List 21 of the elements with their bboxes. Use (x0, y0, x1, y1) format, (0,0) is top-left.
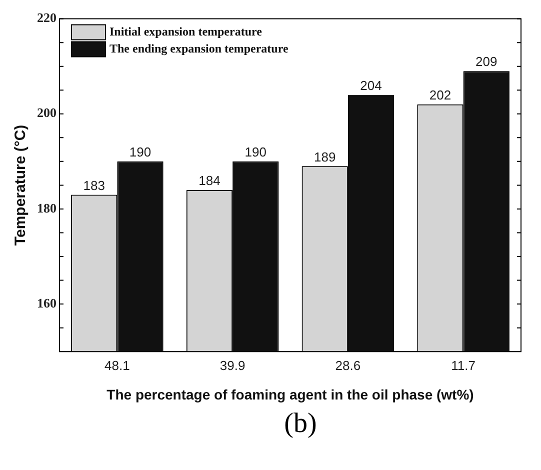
x-tick-label: 28.6 (335, 358, 361, 373)
data-label: 202 (429, 87, 452, 102)
data-label: 204 (360, 78, 382, 93)
data-label: 183 (83, 178, 105, 193)
x-tick-label: 39.9 (220, 358, 246, 373)
y-axis-title: Temperature (°C) (12, 124, 30, 246)
data-label: 190 (129, 144, 152, 160)
x-tick-label: 11.7 (451, 358, 476, 373)
legend-label: The ending expansion temperature (110, 41, 289, 56)
data-label: 184 (198, 173, 220, 188)
y-tick-label: 220 (37, 10, 56, 26)
legend-label: Initial expansion temperature (110, 24, 263, 38)
x-axis-title: The percentage of foaming agent in the oil phase (wt%) (106, 386, 474, 402)
y-tick-label: 160 (37, 295, 56, 310)
data-label: 189 (314, 149, 336, 164)
y-tick-label: 200 (37, 105, 56, 120)
data-label: 190 (244, 144, 266, 160)
text: (b) (283, 408, 318, 440)
data-label: 209 (476, 54, 498, 70)
x-tick-label: 48.1 (104, 358, 130, 373)
y-tick-label: 180 (37, 200, 56, 216)
